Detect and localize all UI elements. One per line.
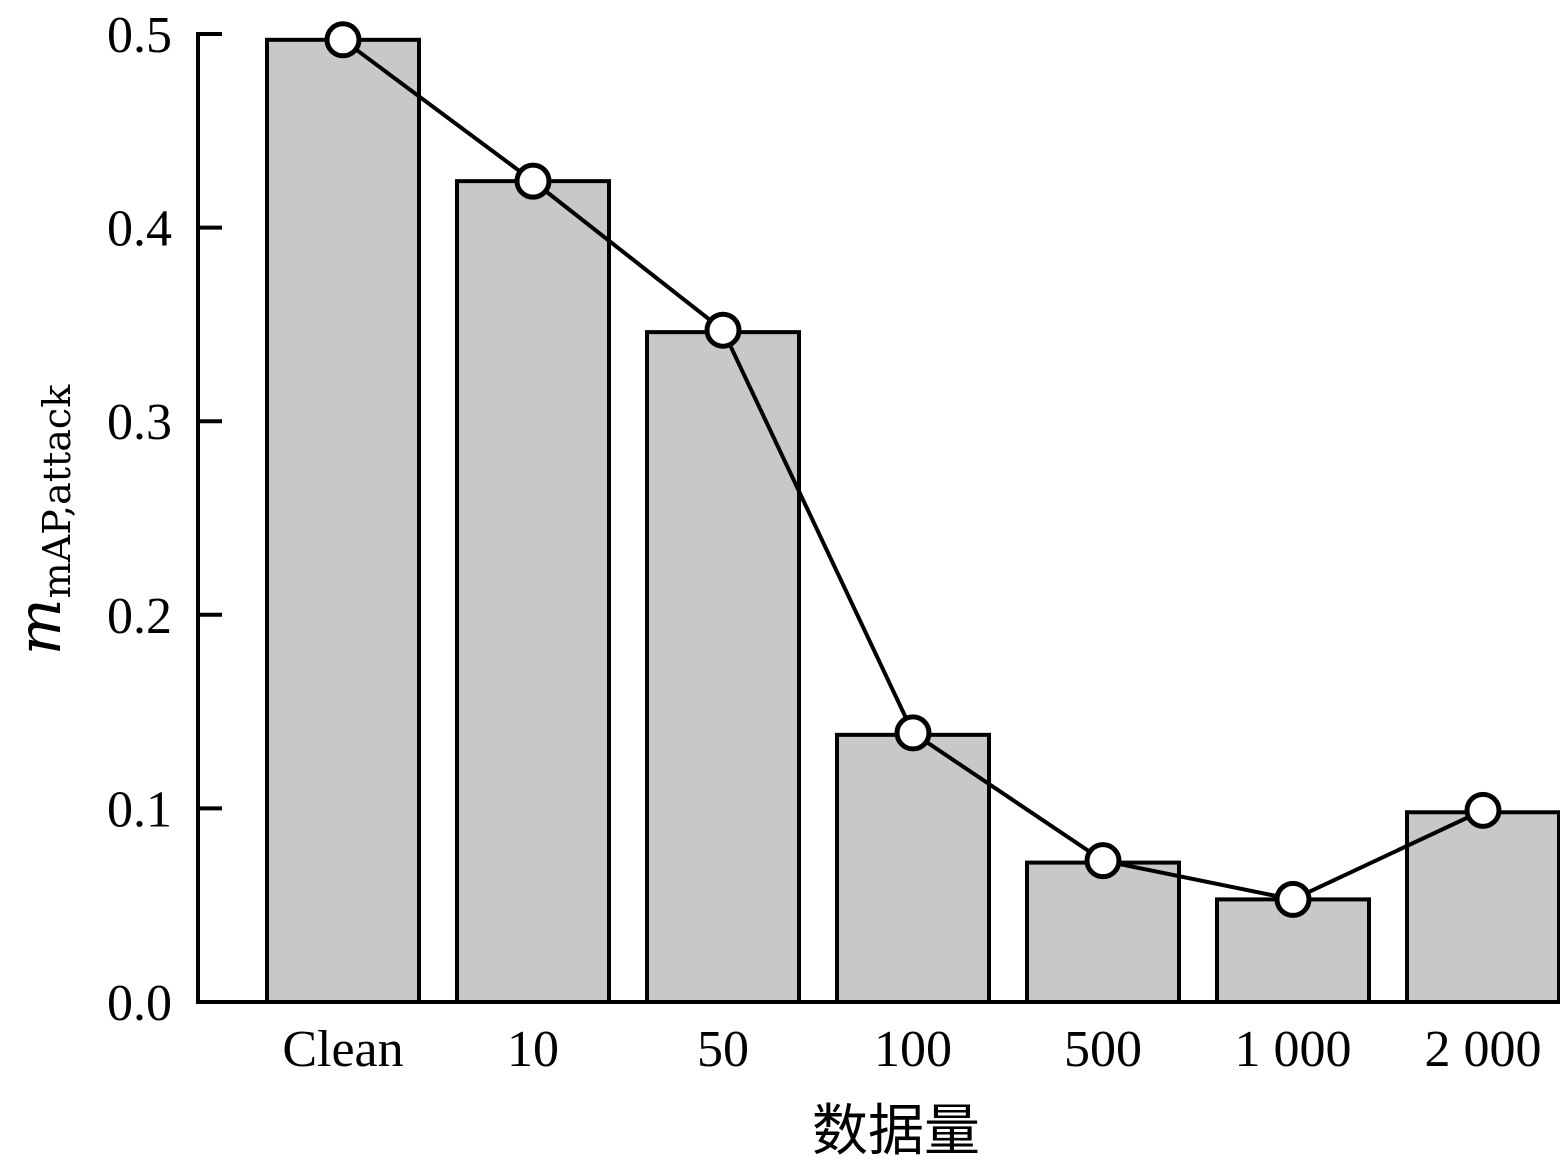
bar bbox=[835, 732, 991, 1004]
line-point-marker bbox=[1464, 791, 1502, 829]
x-axis-title: 数据量 bbox=[812, 1099, 980, 1164]
y-tick-label: 0.5 bbox=[107, 7, 172, 64]
y-axis-title-main: m bbox=[5, 598, 75, 655]
x-tick-label: 500 bbox=[1064, 1021, 1142, 1078]
x-tick-label: Clean bbox=[282, 1021, 403, 1078]
bar bbox=[1025, 860, 1181, 1004]
bar bbox=[455, 179, 611, 1005]
line-point-marker bbox=[1084, 842, 1122, 880]
line-point-marker bbox=[704, 311, 742, 349]
y-axis-title-subscript: mAP,attack bbox=[35, 384, 79, 599]
x-tick-label: 10 bbox=[507, 1021, 559, 1078]
y-tick-label: 0.0 bbox=[107, 975, 172, 1032]
x-tick-label: 2 000 bbox=[1425, 1021, 1542, 1078]
x-tick-label: 1 000 bbox=[1235, 1021, 1352, 1078]
axes-layer bbox=[196, 32, 1558, 1004]
y-axis-title: mmAP,attack bbox=[5, 384, 79, 655]
x-tick-label: 50 bbox=[697, 1021, 749, 1078]
bars-layer bbox=[265, 37, 1560, 1005]
bar bbox=[645, 330, 801, 1005]
line-point-marker bbox=[324, 21, 362, 59]
x-ticks: Clean 10 50 100 500 1 000 2 000 bbox=[282, 1021, 1541, 1078]
line-point-marker bbox=[514, 162, 552, 200]
bar bbox=[265, 37, 421, 1005]
y-ticks: 0.0 0.1 0.2 0.3 0.4 0.5 bbox=[107, 7, 222, 1032]
y-tick-label: 0.3 bbox=[107, 394, 172, 451]
line-point-marker bbox=[894, 714, 932, 752]
x-tick-label: 100 bbox=[874, 1021, 952, 1078]
line-point-marker bbox=[1274, 880, 1312, 918]
y-tick-label: 0.4 bbox=[107, 201, 172, 258]
y-tick-label: 0.2 bbox=[107, 588, 172, 645]
y-tick-label: 0.1 bbox=[107, 781, 172, 838]
bar bbox=[1405, 810, 1560, 1004]
line-layer bbox=[324, 21, 1502, 918]
